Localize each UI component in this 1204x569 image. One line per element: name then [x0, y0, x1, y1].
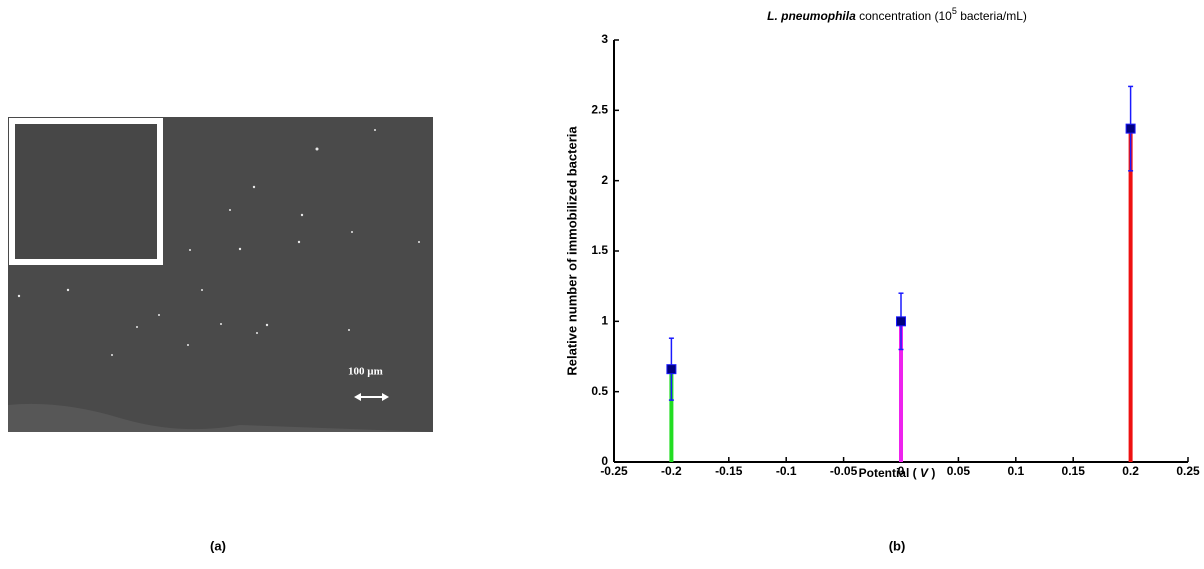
micrograph: 100 µm	[8, 117, 433, 432]
x-tick-label: -0.15	[715, 464, 743, 478]
x-tick-label: -0.25	[600, 464, 628, 478]
x-tick-label: -0.2	[661, 464, 682, 478]
micrograph-edge	[8, 403, 433, 432]
x-tick-label: 0.1	[1007, 464, 1024, 478]
y-tick-label: 0	[601, 454, 608, 468]
inset	[9, 118, 163, 265]
x-tick-label: 0.2	[1122, 464, 1139, 478]
scale-bar	[354, 393, 389, 401]
y-tick-label: 2	[601, 173, 608, 187]
x-tick-label: 0.05	[947, 464, 971, 478]
x-axis-label: Potential ( V )	[859, 466, 936, 480]
y-tick-label: 1	[601, 314, 608, 328]
y-tick-label: 3	[601, 32, 608, 46]
marker	[1125, 123, 1136, 134]
x-tick-label: 0.25	[1176, 464, 1200, 478]
chart-title: L. pneumophila concentration (105 bacter…	[767, 6, 1027, 23]
x-tick-label: 0	[898, 464, 905, 478]
particles	[17, 129, 420, 356]
scale-bar-label: 100 µm	[348, 366, 383, 378]
x-tick-label: -0.05	[830, 464, 858, 478]
panel-label: (b)	[889, 538, 906, 553]
x-tick-label: 0.15	[1062, 464, 1086, 478]
y-tick-label: 0.5	[591, 384, 608, 398]
y-axis-label: Relative number of immobilized bacteria	[564, 126, 579, 376]
y-tick-label: 1.5	[591, 243, 608, 257]
y-tick-label: 2.5	[591, 103, 608, 117]
marker	[666, 364, 677, 375]
x-tick-label: -0.1	[776, 464, 797, 478]
marker	[896, 316, 906, 327]
panel-label: (a)	[210, 538, 226, 553]
